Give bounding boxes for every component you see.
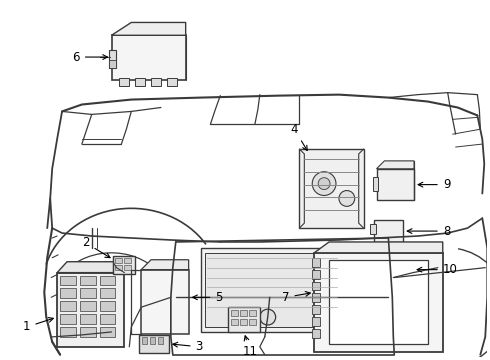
Text: 3: 3 bbox=[173, 340, 203, 353]
Text: 6: 6 bbox=[73, 50, 107, 64]
Polygon shape bbox=[376, 161, 414, 169]
Bar bbox=[124, 258, 131, 263]
Bar bbox=[299, 149, 364, 228]
Text: 7: 7 bbox=[282, 291, 310, 304]
Text: 4: 4 bbox=[291, 123, 307, 150]
Bar bbox=[99, 314, 116, 324]
Bar bbox=[312, 282, 320, 291]
Bar bbox=[60, 288, 76, 298]
Bar bbox=[109, 50, 117, 68]
Bar bbox=[151, 78, 161, 86]
Text: 2: 2 bbox=[82, 237, 110, 258]
Bar bbox=[112, 35, 186, 80]
Bar bbox=[240, 310, 247, 316]
Bar bbox=[312, 329, 320, 338]
Text: 5: 5 bbox=[193, 291, 223, 304]
Bar bbox=[80, 314, 96, 324]
Text: 1: 1 bbox=[23, 318, 53, 333]
Bar bbox=[231, 310, 238, 316]
Bar bbox=[141, 270, 189, 334]
Bar bbox=[80, 288, 96, 298]
Bar bbox=[249, 310, 256, 316]
Bar bbox=[158, 337, 163, 344]
Bar bbox=[142, 337, 147, 344]
Bar bbox=[60, 275, 76, 285]
Bar bbox=[80, 327, 96, 337]
Polygon shape bbox=[314, 242, 443, 253]
Bar bbox=[99, 301, 116, 311]
Bar bbox=[60, 327, 76, 337]
Bar bbox=[116, 258, 122, 263]
Bar bbox=[369, 224, 375, 234]
Bar bbox=[312, 258, 320, 267]
Bar bbox=[60, 314, 76, 324]
Polygon shape bbox=[112, 22, 186, 35]
Bar bbox=[312, 270, 320, 279]
Bar bbox=[60, 301, 76, 311]
Bar bbox=[312, 317, 320, 326]
Bar bbox=[228, 307, 260, 332]
Bar bbox=[312, 305, 320, 314]
Bar bbox=[376, 169, 414, 201]
Bar bbox=[99, 327, 116, 337]
Bar bbox=[120, 78, 129, 86]
Circle shape bbox=[260, 309, 276, 325]
Polygon shape bbox=[141, 260, 189, 270]
Bar bbox=[139, 335, 169, 353]
Circle shape bbox=[318, 178, 330, 190]
Bar bbox=[249, 319, 256, 325]
Bar bbox=[200, 248, 344, 332]
Circle shape bbox=[312, 172, 336, 195]
Bar bbox=[57, 273, 124, 347]
Bar bbox=[372, 177, 378, 190]
Bar bbox=[114, 256, 135, 274]
Text: 10: 10 bbox=[417, 263, 458, 276]
Bar bbox=[410, 260, 428, 274]
Bar bbox=[124, 265, 131, 270]
Bar bbox=[116, 265, 122, 270]
Bar bbox=[150, 337, 155, 344]
Bar bbox=[167, 78, 177, 86]
Bar bbox=[99, 288, 116, 298]
Circle shape bbox=[339, 190, 355, 206]
Bar bbox=[135, 78, 145, 86]
Bar bbox=[109, 60, 117, 68]
Text: 9: 9 bbox=[418, 178, 450, 191]
Bar bbox=[80, 301, 96, 311]
Bar bbox=[240, 319, 247, 325]
Bar bbox=[329, 260, 428, 344]
Bar bbox=[314, 253, 443, 352]
Bar bbox=[312, 293, 320, 302]
Bar bbox=[231, 319, 238, 325]
Polygon shape bbox=[57, 262, 134, 273]
Bar bbox=[99, 275, 116, 285]
Bar bbox=[80, 275, 96, 285]
Text: 11: 11 bbox=[243, 336, 257, 358]
Bar bbox=[205, 253, 339, 327]
Bar bbox=[365, 261, 370, 273]
Text: 8: 8 bbox=[407, 225, 450, 238]
Bar bbox=[373, 220, 403, 242]
Bar bbox=[368, 256, 413, 283]
